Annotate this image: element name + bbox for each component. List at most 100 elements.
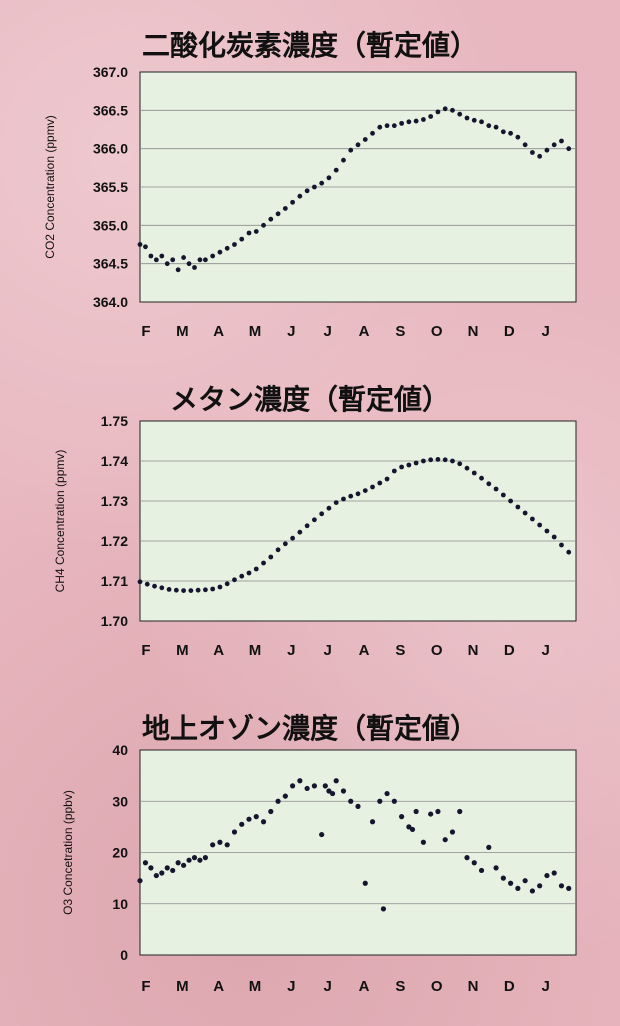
data-point: [399, 814, 405, 820]
data-point: [164, 261, 170, 267]
y-tick-label: 1.74: [101, 453, 128, 469]
data-point: [152, 583, 157, 589]
x-tick-label: O: [431, 323, 443, 340]
data-point: [515, 504, 521, 510]
data-point: [239, 821, 245, 827]
data-point: [253, 814, 259, 820]
data-point: [384, 123, 390, 129]
data-point: [413, 808, 419, 815]
data-point: [530, 516, 535, 522]
data-point: [464, 465, 470, 471]
data-point: [493, 865, 499, 871]
x-tick-label: M: [176, 978, 189, 995]
data-point: [355, 491, 361, 497]
data-point: [333, 778, 339, 784]
data-point: [486, 481, 492, 487]
x-tick-label: J: [323, 642, 331, 659]
data-point: [428, 114, 434, 119]
data-point: [192, 265, 197, 270]
data-point: [137, 579, 143, 585]
data-point: [312, 184, 317, 190]
y-tick-label: 1.72: [101, 533, 128, 549]
data-point: [428, 457, 434, 463]
data-point: [224, 842, 230, 848]
x-tick-label: M: [249, 978, 262, 995]
y-tick-label: 367.0: [93, 64, 128, 80]
data-point: [137, 242, 143, 247]
data-point: [537, 522, 543, 528]
data-point: [203, 587, 208, 593]
data-point: [348, 493, 354, 499]
data-point: [457, 808, 463, 815]
data-point: [186, 857, 192, 863]
x-tick-label: M: [176, 323, 189, 340]
data-point: [515, 885, 521, 891]
data-point: [341, 157, 346, 163]
data-point: [197, 857, 203, 863]
data-point: [551, 870, 557, 876]
data-point: [508, 130, 513, 136]
data-point: [479, 475, 484, 481]
data-point: [246, 816, 252, 822]
data-point: [464, 855, 470, 861]
x-tick-label: S: [395, 642, 405, 659]
data-point: [428, 811, 434, 817]
data-point: [558, 883, 565, 889]
data-point: [508, 880, 514, 886]
data-point: [413, 460, 419, 466]
x-tick-label: O: [431, 642, 443, 659]
data-point: [399, 120, 404, 126]
x-tick-label: D: [504, 978, 515, 995]
data-point: [253, 566, 259, 572]
data-point: [175, 860, 181, 866]
data-point: [340, 788, 347, 794]
data-point: [551, 534, 557, 540]
data-point: [442, 837, 448, 843]
y-tick-label: 1.70: [101, 613, 128, 629]
data-point: [210, 586, 216, 592]
data-point: [500, 875, 506, 881]
data-point: [559, 138, 564, 144]
data-point: [326, 505, 332, 511]
x-tick-label: S: [395, 323, 405, 340]
data-point: [544, 872, 550, 879]
data-point: [435, 808, 441, 815]
x-tick-label: N: [468, 978, 479, 995]
data-point: [333, 167, 339, 173]
x-tick-label: F: [141, 642, 150, 659]
x-tick-label: D: [504, 323, 515, 340]
ch4-chart: 1.70 1.71 1.72 1.73 1.74 1.75 F M A M J J A S O N D J CH4 …: [53, 413, 577, 659]
data-point: [275, 211, 281, 217]
data-point: [175, 267, 181, 273]
x-tick-label: J: [323, 323, 331, 340]
data-point: [322, 783, 328, 789]
data-point: [210, 842, 216, 848]
data-point: [449, 829, 456, 835]
x-tick-label: A: [213, 978, 224, 995]
x-tick-label: J: [287, 642, 295, 659]
x-tick-label: D: [504, 642, 515, 659]
data-point: [159, 585, 165, 591]
data-point: [260, 819, 267, 825]
data-point: [217, 249, 223, 255]
x-tick-label: M: [249, 323, 262, 340]
data-point: [355, 803, 361, 809]
data-point: [413, 118, 419, 124]
data-point: [326, 788, 332, 794]
x-tick-label: N: [468, 323, 479, 340]
data-point: [329, 790, 336, 797]
data-point: [377, 480, 383, 486]
y-axis-label: CO2 Concentration (ppmv): [43, 115, 57, 258]
data-point: [522, 142, 528, 148]
data-point: [203, 257, 208, 263]
data-point: [143, 244, 148, 250]
data-point: [186, 261, 192, 267]
o3-chart: 0 10 20 30 40 F M A M J J A S O N D J O3 Concetration (pp…: [61, 742, 577, 995]
data-point: [435, 457, 441, 462]
data-point: [304, 785, 310, 792]
data-point: [195, 587, 201, 593]
data-point: [297, 529, 303, 535]
data-point: [435, 109, 441, 115]
data-point: [421, 458, 426, 464]
